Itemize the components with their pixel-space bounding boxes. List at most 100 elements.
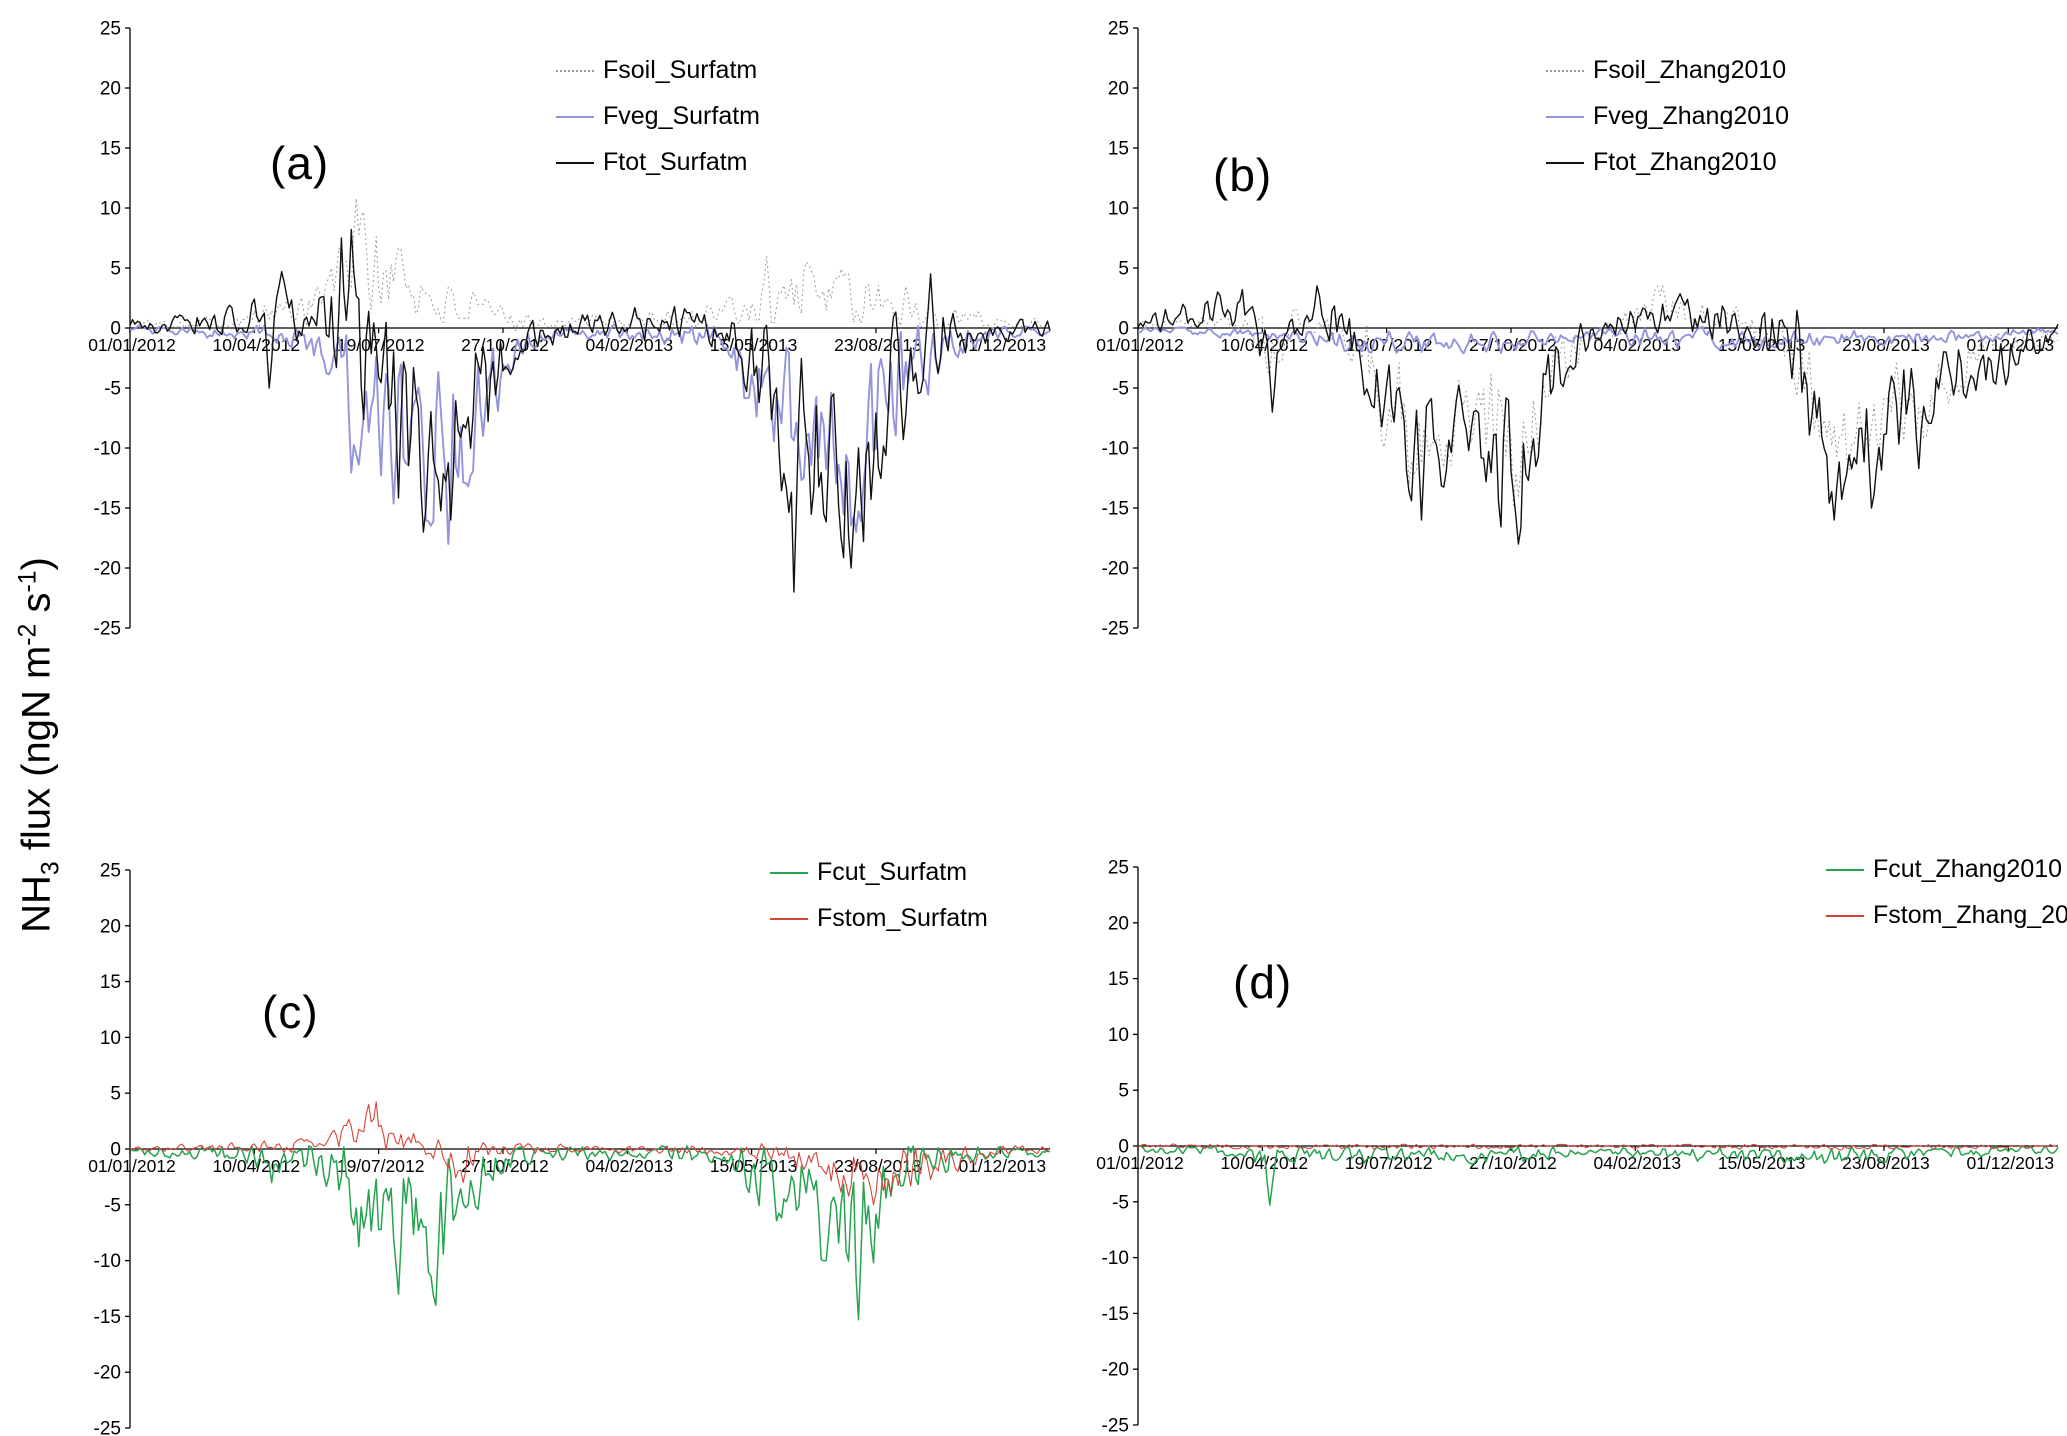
svg-text:15/05/2013: 15/05/2013 <box>1718 1153 1806 1173</box>
panel-d: 25 20 15 10 5 0 -5 -10 -15 -20 -25 01/01/2012 10/04/… <box>1078 847 2067 1436</box>
chart-b: 25 20 15 10 5 0 -5 -10 -15 -20 -25 01/01/2012 10/04/… <box>1096 19 2059 640</box>
legend-line-sample-blue <box>556 115 594 118</box>
legend-item-fveg-zhang2010: Fveg_Zhang2010 <box>1546 102 1789 131</box>
svg-text:15: 15 <box>1108 139 1129 160</box>
svg-text:01/01/2012: 01/01/2012 <box>1096 1153 1184 1173</box>
legend-item-fstom-zhang-2010: Fstom_Zhang_2010 <box>1826 901 2067 930</box>
svg-text:-25: -25 <box>1102 619 1129 640</box>
svg-text:04/02/2013: 04/02/2013 <box>586 335 674 355</box>
legend-a: Fsoil_Surfatm Fveg_Surfatm Ftot_Surfatm <box>556 56 760 194</box>
svg-text:-5: -5 <box>104 1195 121 1216</box>
legend-line-sample-dotted-gray <box>1546 69 1584 72</box>
svg-text:-5: -5 <box>104 379 121 400</box>
svg-text:10/04/2012: 10/04/2012 <box>1221 335 1309 355</box>
legend-label: Fcut_Zhang2010 <box>1873 855 2063 883</box>
svg-text:-10: -10 <box>1102 439 1129 460</box>
svg-text:5: 5 <box>110 1084 121 1105</box>
svg-text:01/01/2012: 01/01/2012 <box>88 335 176 355</box>
svg-text:19/07/2012: 19/07/2012 <box>1345 335 1433 355</box>
svg-text:-25: -25 <box>94 619 121 640</box>
legend-label: Fsoil_Zhang2010 <box>1593 56 1787 84</box>
panel-c: 25 20 15 10 5 0 -5 -10 -15 -20 -25 01/01/2012 10/04/… <box>70 850 1075 1436</box>
legend-label: Fveg_Surfatm <box>603 102 761 130</box>
svg-text:15: 15 <box>1108 969 1129 990</box>
svg-text:15: 15 <box>100 139 121 160</box>
legend-label: Fveg_Zhang2010 <box>1593 102 1789 130</box>
legend-label: Fstom_Zhang_2010 <box>1873 901 2067 929</box>
legend-line-sample-red <box>1826 914 1864 917</box>
legend-d: Fcut_Zhang2010 Fstom_Zhang_2010 <box>1826 855 2067 947</box>
legend-item-fveg-surfatm: Fveg_Surfatm <box>556 102 760 131</box>
legend-line-sample-dotted-gray <box>556 69 594 72</box>
legend-c: Fcut_Surfatm Fstom_Surfatm <box>770 858 988 950</box>
y-axis-label-text: NH <box>14 875 59 933</box>
panel-letter-b: (b) <box>1213 149 1273 201</box>
svg-text:0: 0 <box>1118 319 1129 340</box>
svg-text:10/04/2012: 10/04/2012 <box>1221 1153 1309 1173</box>
panel-letter-a: (a) <box>270 137 330 189</box>
svg-text:5: 5 <box>1118 1081 1129 1102</box>
svg-text:01/01/2012: 01/01/2012 <box>1096 335 1184 355</box>
svg-text:20: 20 <box>100 916 121 937</box>
svg-text:-10: -10 <box>94 1251 121 1272</box>
svg-text:04/02/2013: 04/02/2013 <box>586 1156 674 1176</box>
svg-text:01/01/2012: 01/01/2012 <box>88 1156 176 1176</box>
svg-text:-5: -5 <box>1112 379 1129 400</box>
legend-line-sample-black <box>556 161 594 164</box>
panel-letter-c: (c) <box>262 986 319 1038</box>
legend-label: Fstom_Surfatm <box>817 904 988 932</box>
svg-text:10: 10 <box>1108 199 1129 220</box>
svg-text:15: 15 <box>100 972 121 993</box>
y-axis-label-superscript: -1 <box>14 570 42 593</box>
svg-text:20: 20 <box>1108 913 1129 934</box>
svg-text:19/07/2012: 19/07/2012 <box>337 1156 425 1176</box>
svg-text:15/05/2013: 15/05/2013 <box>710 335 798 355</box>
svg-text:19/07/2012: 19/07/2012 <box>337 335 425 355</box>
legend-item-ftot-surfatm: Ftot_Surfatm <box>556 148 760 177</box>
chart-d: 25 20 15 10 5 0 -5 -10 -15 -20 -25 01/01/2012 10/04/… <box>1096 858 2059 1436</box>
svg-text:23/08/2013: 23/08/2013 <box>1842 335 1930 355</box>
svg-text:0: 0 <box>1118 1137 1129 1158</box>
legend-line-sample-red <box>770 917 808 920</box>
legend-item-ftot-zhang2010: Ftot_Zhang2010 <box>1546 148 1789 177</box>
svg-text:-5: -5 <box>1112 1192 1129 1213</box>
svg-text:25: 25 <box>100 861 121 882</box>
svg-text:25: 25 <box>1108 19 1129 40</box>
svg-text:25: 25 <box>1108 858 1129 879</box>
svg-text:-15: -15 <box>1102 1304 1129 1325</box>
svg-text:04/02/2013: 04/02/2013 <box>1594 1153 1682 1173</box>
svg-text:-20: -20 <box>94 1363 121 1384</box>
legend-b: Fsoil_Zhang2010 Fveg_Zhang2010 Ftot_Zhan… <box>1546 56 1789 194</box>
svg-text:10: 10 <box>100 1028 121 1049</box>
legend-label: Fcut_Surfatm <box>817 858 968 886</box>
svg-text:-15: -15 <box>1102 499 1129 520</box>
svg-text:19/07/2012: 19/07/2012 <box>1345 1153 1433 1173</box>
svg-text:23/08/2013: 23/08/2013 <box>1842 1153 1930 1173</box>
legend-item-fsoil-zhang2010: Fsoil_Zhang2010 <box>1546 56 1789 85</box>
panel-letter-d: (d) <box>1233 956 1293 1008</box>
svg-text:25: 25 <box>100 19 121 40</box>
svg-text:04/02/2013: 04/02/2013 <box>1594 335 1682 355</box>
svg-text:-20: -20 <box>1102 559 1129 580</box>
svg-text:-20: -20 <box>1102 1360 1129 1381</box>
legend-line-sample-blue <box>1546 115 1584 118</box>
legend-label: Ftot_Zhang2010 <box>1593 148 1777 176</box>
svg-text:-15: -15 <box>94 1307 121 1328</box>
svg-text:0: 0 <box>110 1140 121 1161</box>
legend-label: Ftot_Surfatm <box>603 148 748 176</box>
legend-line-sample-green <box>1826 868 1864 871</box>
legend-line-sample-green <box>770 871 808 874</box>
legend-item-fcut-surfatm: Fcut_Surfatm <box>770 858 988 887</box>
y-axis-label-superscript: -2 <box>14 623 42 646</box>
y-axis-label-text: flux (ngN m <box>14 645 59 862</box>
legend-item-fsoil-surfatm: Fsoil_Surfatm <box>556 56 760 85</box>
legend-item-fstom-surfatm: Fstom_Surfatm <box>770 904 988 933</box>
y-axis-label-text: ) <box>14 557 59 571</box>
svg-text:23/08/2013: 23/08/2013 <box>834 335 922 355</box>
panel-a: 25 20 15 10 5 0 -5 -10 -15 -20 -25 01/01/2012 10/04/… <box>70 8 1075 678</box>
y-axis-label-text: s <box>14 592 59 624</box>
svg-text:20: 20 <box>1108 79 1129 100</box>
